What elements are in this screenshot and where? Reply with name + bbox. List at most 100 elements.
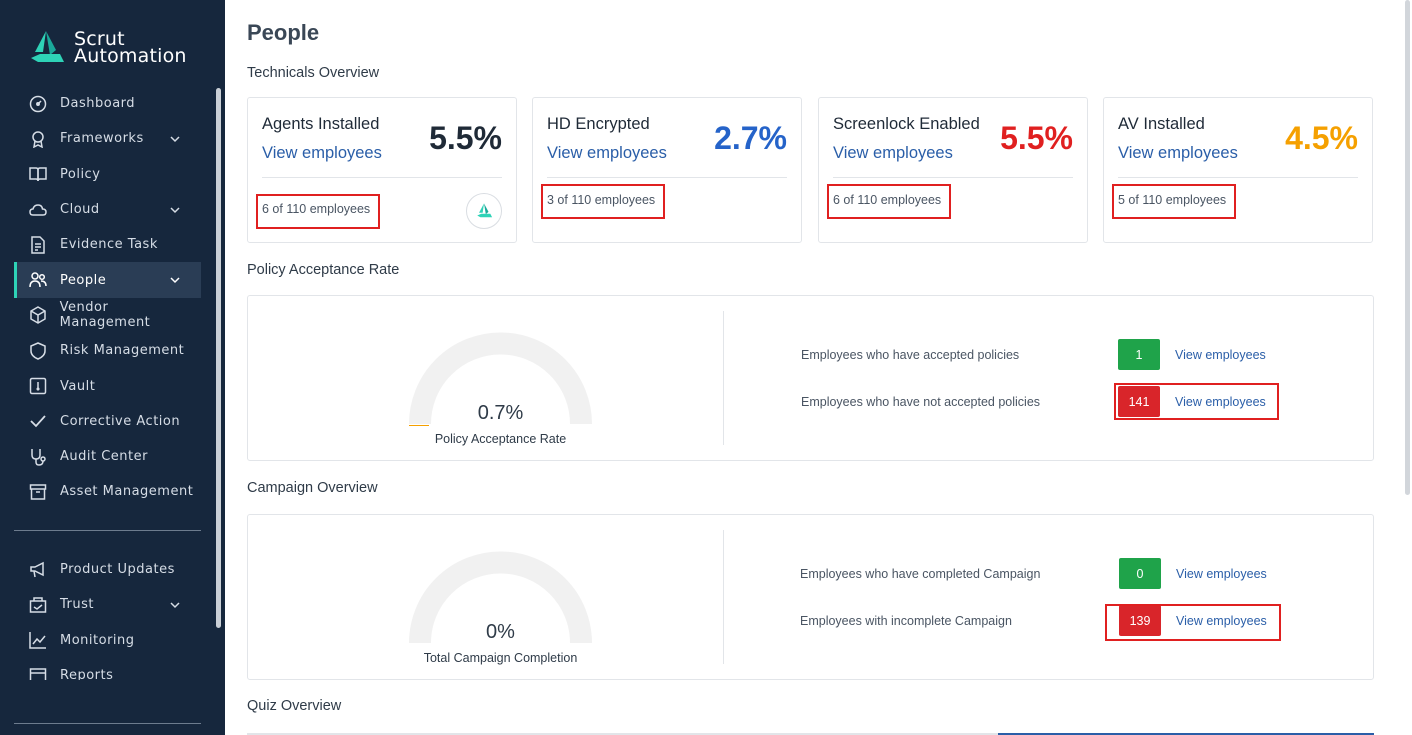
card-percentage: 5.5%: [429, 120, 502, 156]
view-employees-link[interactable]: View employees: [1176, 567, 1267, 581]
megaphone-icon: [28, 560, 48, 580]
incomplete-count-badge: 139: [1119, 605, 1161, 636]
sidebar-item-frameworks[interactable]: Frameworks: [14, 121, 201, 156]
sidebar-item-corrective-action[interactable]: Corrective Action: [14, 404, 201, 439]
scrut-logo-icon: [477, 203, 493, 218]
incomplete-campaign-label: Employees with incomplete Campaign: [800, 614, 1012, 628]
quiz-tab-underline: [247, 733, 998, 735]
policy-acceptance-card: 0.7% Policy Acceptance Rate Employees wh…: [247, 295, 1374, 461]
sidebar-item-monitoring[interactable]: Monitoring: [14, 623, 201, 658]
view-employees-link[interactable]: View employees: [1175, 348, 1266, 362]
evidence-icon: [28, 235, 48, 255]
main-content: People Technicals Overview Agents Instal…: [225, 0, 1412, 735]
campaign-gauge: [409, 551, 592, 644]
trust-icon: [28, 595, 48, 615]
cloud-icon: [28, 200, 48, 220]
highlight-box: [541, 184, 665, 219]
sidebar-divider-bottom: [14, 723, 201, 724]
highlight-box: [1114, 383, 1279, 420]
hd-encrypted-card: HD Encrypted View employees 2.7% 3 of 11…: [532, 97, 802, 243]
sidebar-item-vault[interactable]: Vault: [14, 368, 201, 403]
policy-gauge: [409, 332, 592, 426]
sidebar-item-label: Cloud: [60, 202, 100, 218]
sidebar-item-label: Vendor Management: [59, 300, 151, 331]
brand-logo[interactable]: Scrut Automation: [26, 28, 187, 68]
sidebar-item-label: Corrective Action: [60, 413, 181, 429]
sidebar-item-trust[interactable]: Trust: [14, 587, 201, 622]
view-employees-link[interactable]: View employees: [547, 144, 667, 162]
vertical-divider: [723, 311, 724, 445]
brand-name-line2: Automation: [74, 45, 187, 67]
sidebar-item-label: Monitoring: [60, 632, 135, 648]
accepted-count-badge: 1: [1118, 339, 1160, 370]
sidebar-nav-secondary: Product Updates Trust Monitoring Reports: [14, 552, 201, 680]
card-label: Screenlock Enabled: [833, 115, 980, 133]
completed-count-badge: 0: [1119, 558, 1161, 589]
sidebar-scrollbar[interactable]: [216, 88, 221, 628]
view-employees-link[interactable]: View employees: [833, 144, 953, 162]
gauge-value: 0%: [486, 621, 515, 643]
highlight-box: [827, 184, 951, 219]
award-icon: [28, 129, 48, 149]
vertical-divider: [723, 530, 724, 664]
sidebar-item-people[interactable]: People: [14, 262, 201, 298]
card-percentage: 5.5%: [1000, 120, 1073, 156]
sidebar-item-evidence-task[interactable]: Evidence Task: [14, 227, 201, 262]
view-employees-link[interactable]: View employees: [1118, 144, 1238, 162]
quiz-overview-title: Quiz Overview: [247, 698, 342, 714]
card-divider: [1118, 177, 1358, 178]
sidebar-item-reports[interactable]: Reports: [14, 658, 201, 680]
check-icon: [28, 411, 48, 431]
card-label: AV Installed: [1118, 115, 1205, 133]
view-employees-link[interactable]: View employees: [1176, 614, 1267, 628]
dashboard-icon: [28, 94, 48, 114]
chevron-down-icon: [170, 207, 180, 213]
gauge-caption: Total Campaign Completion: [423, 651, 578, 665]
sidebar-item-vendor-management[interactable]: Vendor Management: [14, 298, 201, 333]
sidebar-item-label: Trust: [60, 597, 94, 613]
screenlock-enabled-card: Screenlock Enabled View employees 5.5% 6…: [818, 97, 1088, 243]
quiz-tab-active-underline: [998, 733, 1374, 735]
sidebar: Scrut Automation Dashboard Frameworks Po…: [0, 0, 225, 735]
page-scrollbar[interactable]: [1405, 0, 1410, 495]
archive-icon: [28, 482, 48, 502]
sidebar-nav: Dashboard Frameworks Policy Cloud Eviden…: [14, 86, 201, 510]
view-employees-link[interactable]: View employees: [1175, 395, 1266, 409]
not-accepted-policies-label: Employees who have not accepted policies: [801, 395, 1041, 409]
sidebar-item-asset-management[interactable]: Asset Management: [14, 474, 201, 509]
brand-name-line1: Scrut: [74, 28, 125, 50]
view-employees-link[interactable]: View employees: [262, 144, 382, 162]
sidebar-item-label: Dashboard: [60, 96, 136, 112]
sidebar-item-label: Evidence Task: [60, 237, 158, 253]
sidebar-item-label: Audit Center: [60, 449, 148, 465]
not-accepted-count-badge: 141: [1118, 386, 1160, 417]
campaign-overview-card: 0% Total Campaign Completion Employees w…: [247, 514, 1374, 680]
employee-count: 6 of 110 employees: [262, 202, 371, 216]
sidebar-item-label: Vault: [60, 378, 96, 394]
sidebar-item-cloud[interactable]: Cloud: [14, 192, 201, 227]
sidebar-item-label: Frameworks: [60, 131, 144, 147]
completed-campaign-label: Employees who have completed Campaign: [800, 567, 1041, 581]
agents-installed-card: Agents Installed View employees 5.5% 6 o…: [247, 97, 517, 243]
gauge-value: 0.7%: [477, 402, 524, 424]
av-installed-card: AV Installed View employees 4.5% 5 of 11…: [1103, 97, 1373, 243]
sidebar-item-policy[interactable]: Policy: [14, 157, 201, 192]
page-title: People: [247, 20, 320, 45]
sidebar-item-label: Reports: [60, 668, 114, 680]
highlight-box: [256, 194, 380, 229]
technicals-overview-title: Technicals Overview: [247, 65, 380, 81]
sidebar-item-dashboard[interactable]: Dashboard: [14, 86, 201, 121]
sidebar-item-risk-management[interactable]: Risk Management: [14, 333, 201, 368]
scrut-agent-badge: [466, 193, 502, 229]
highlight-box: [1112, 184, 1236, 219]
box-icon: [28, 305, 48, 325]
employee-count: 5 of 110 employees: [1118, 193, 1227, 207]
vault-icon: [28, 376, 48, 396]
card-percentage: 4.5%: [1285, 120, 1358, 156]
sidebar-item-audit-center[interactable]: Audit Center: [14, 439, 201, 474]
shield-icon: [28, 341, 48, 361]
sidebar-item-label: Asset Management: [60, 484, 194, 500]
scrut-logo-icon: [31, 31, 64, 62]
sidebar-item-product-updates[interactable]: Product Updates: [14, 552, 201, 587]
reports-icon: [28, 666, 48, 680]
